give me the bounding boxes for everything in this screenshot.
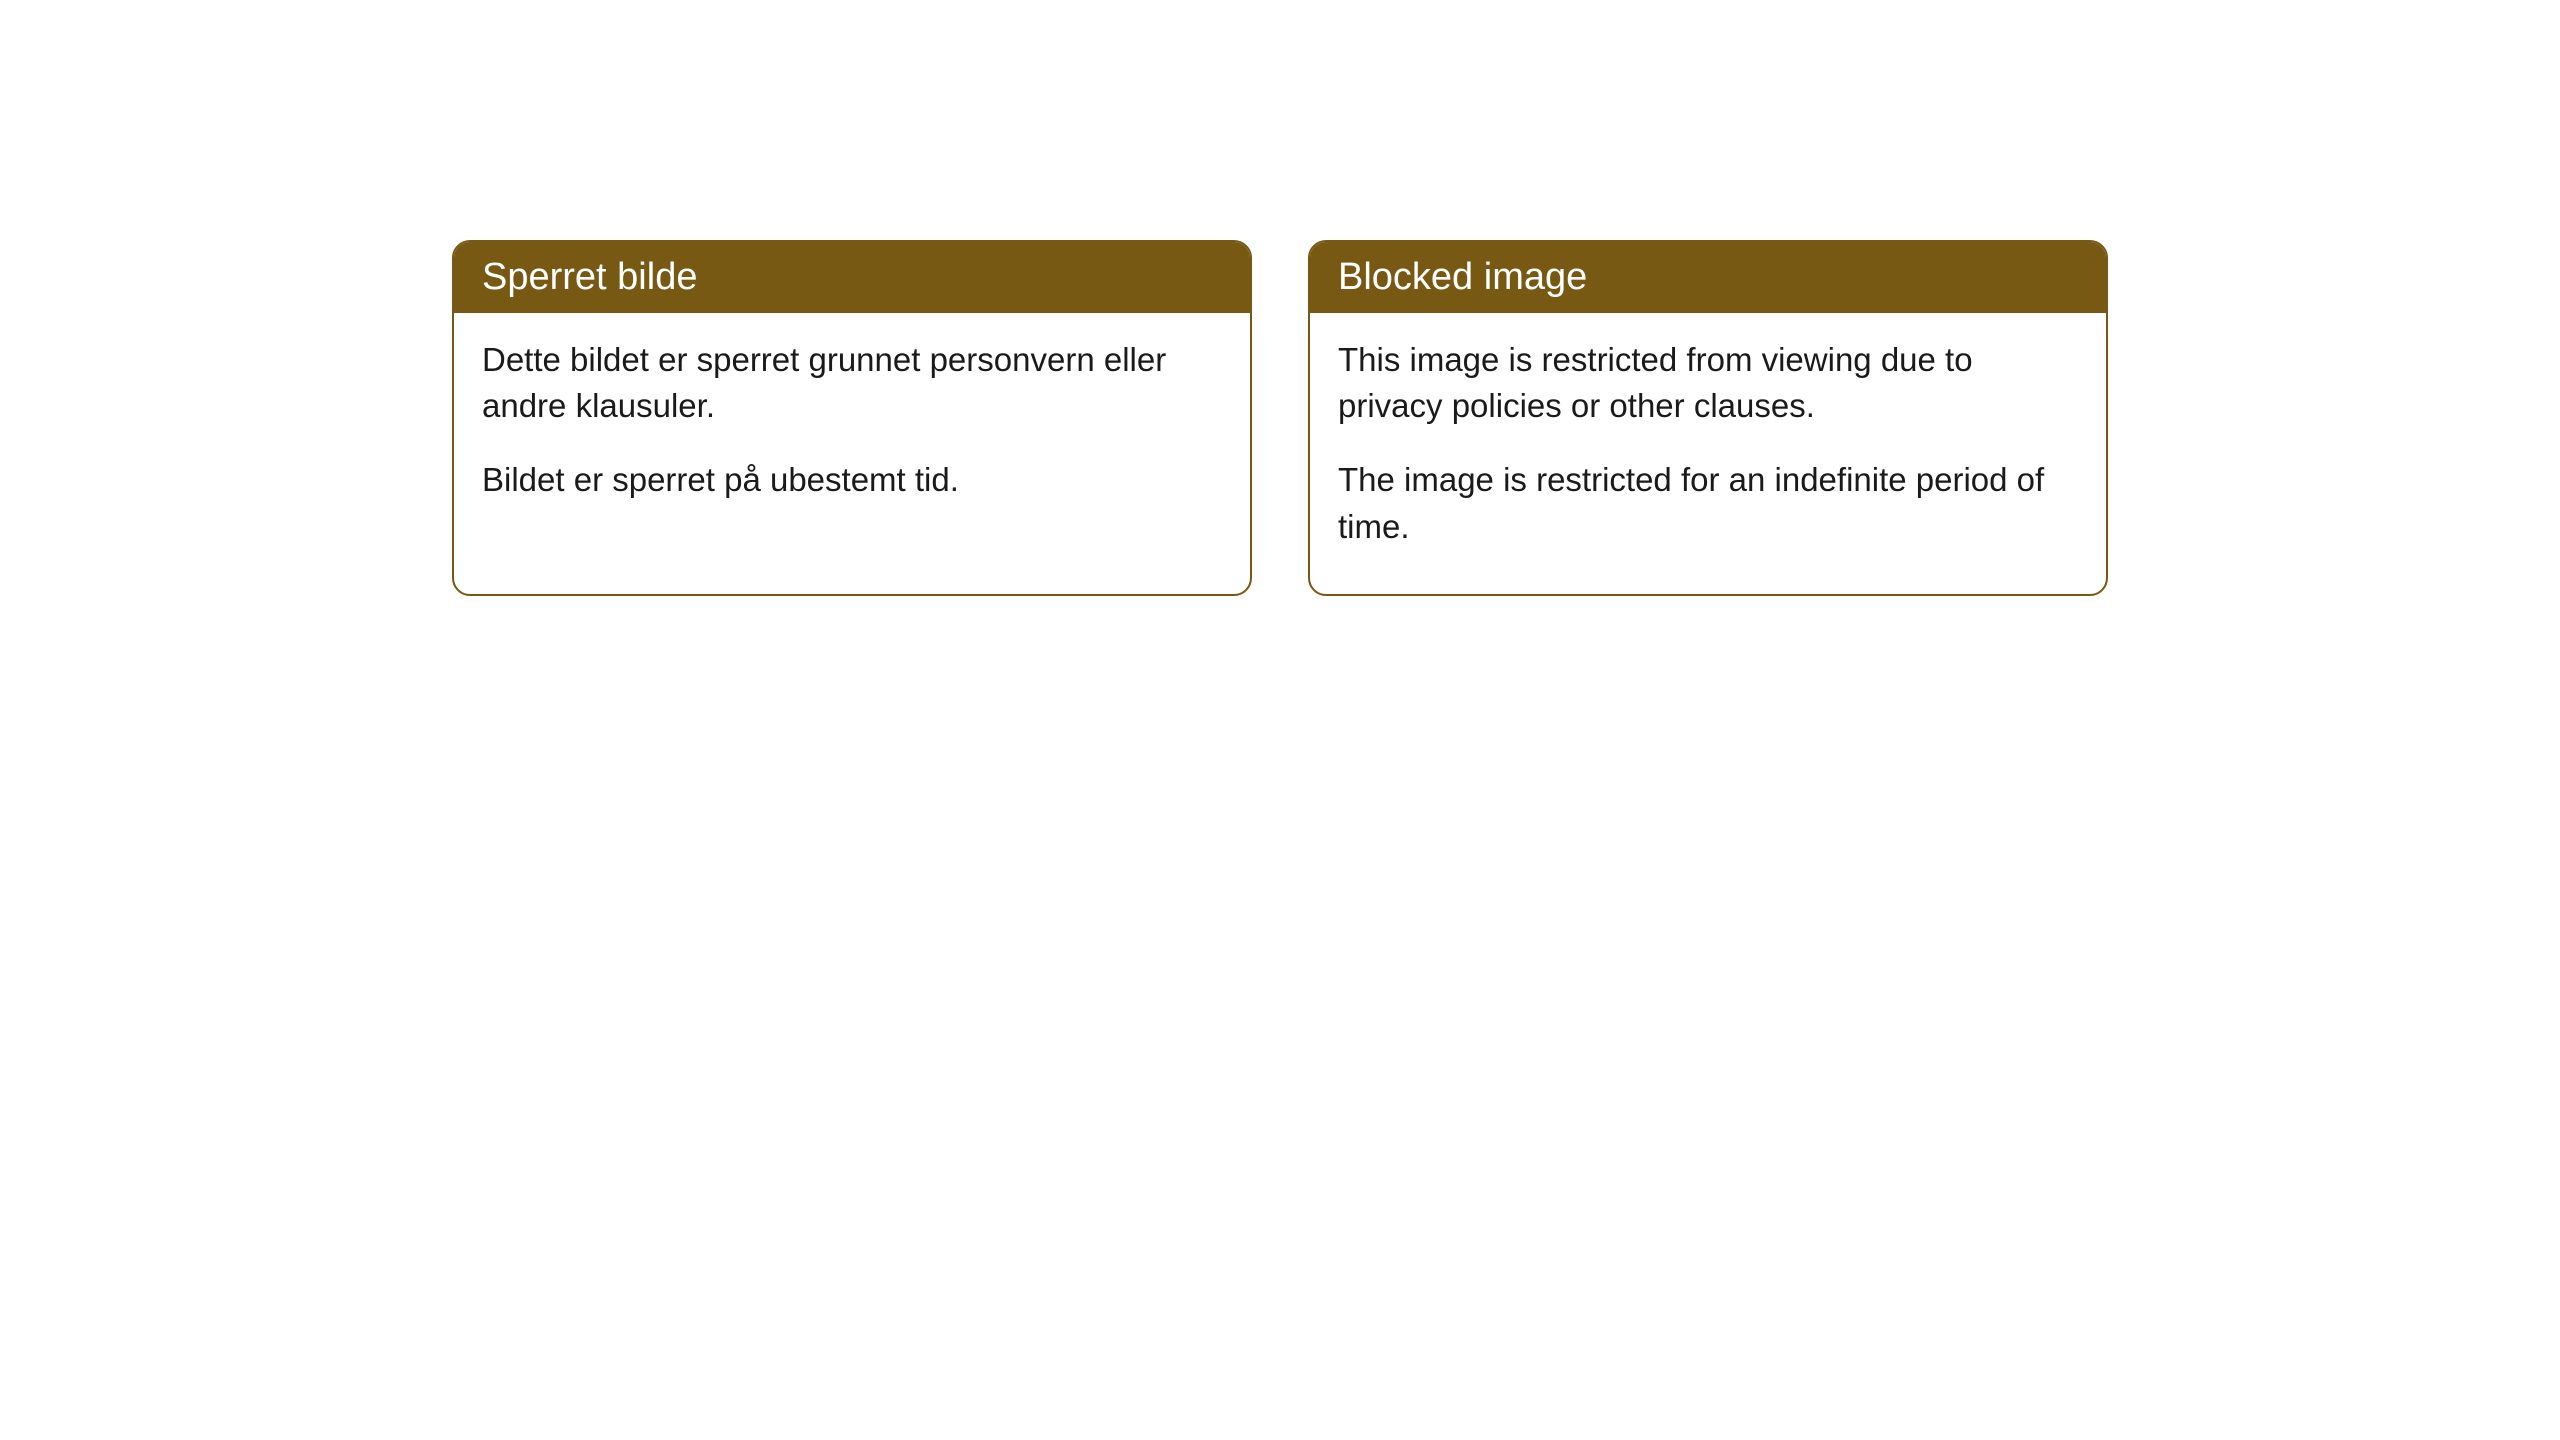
card-header: Blocked image — [1310, 242, 2106, 313]
card-paragraph-2: The image is restricted for an indefinit… — [1338, 457, 2078, 549]
card-paragraph-1: Dette bildet er sperret grunnet personve… — [482, 337, 1222, 429]
blocked-image-card-english: Blocked image This image is restricted f… — [1308, 240, 2108, 596]
cards-container: Sperret bilde Dette bildet er sperret gr… — [452, 240, 2108, 596]
card-paragraph-2: Bildet er sperret på ubestemt tid. — [482, 457, 1222, 503]
card-title: Blocked image — [1338, 256, 1587, 298]
card-body: This image is restricted from viewing du… — [1310, 313, 2106, 594]
card-header: Sperret bilde — [454, 242, 1250, 313]
card-body: Dette bildet er sperret grunnet personve… — [454, 313, 1250, 548]
blocked-image-card-norwegian: Sperret bilde Dette bildet er sperret gr… — [452, 240, 1252, 596]
card-paragraph-1: This image is restricted from viewing du… — [1338, 337, 2078, 429]
card-title: Sperret bilde — [482, 256, 697, 298]
